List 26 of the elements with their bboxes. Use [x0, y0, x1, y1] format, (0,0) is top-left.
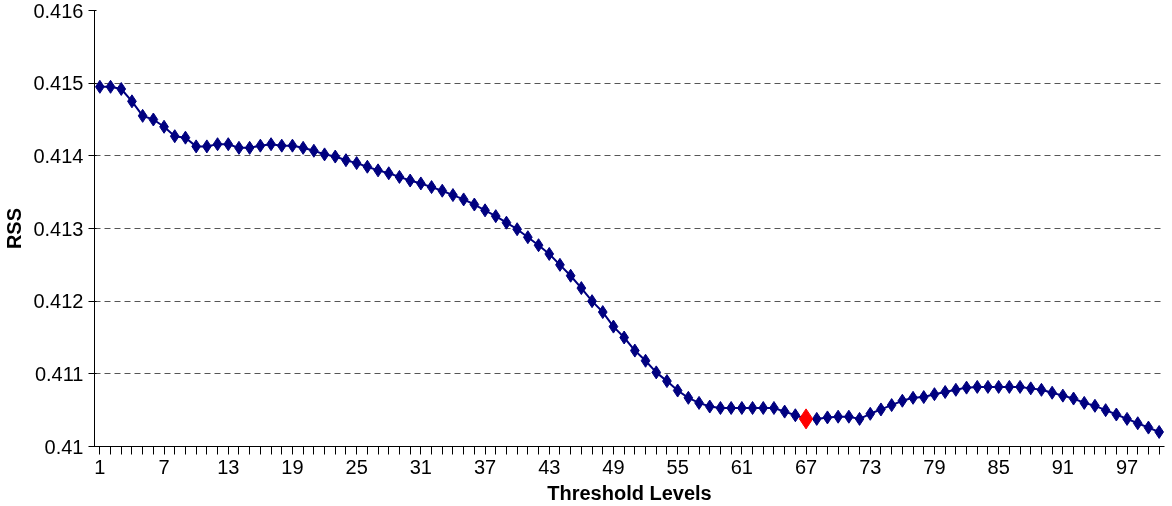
x-tick-label: 73 — [859, 455, 882, 478]
x-tick-label: 49 — [602, 455, 625, 478]
x-axis-title: Threshold Levels — [547, 481, 712, 504]
x-tick-label: 79 — [923, 455, 946, 478]
y-tick-label: 0.414 — [33, 144, 84, 167]
x-tick-label: 13 — [217, 455, 240, 478]
y-tick-label: 0.412 — [33, 290, 84, 313]
y-tick-label: 0.415 — [33, 72, 84, 95]
y-tick-label: 0.413 — [33, 217, 84, 240]
y-tick-label: 0.41 — [44, 435, 84, 458]
x-tick-label: 19 — [281, 455, 304, 478]
x-tick-label: 91 — [1051, 455, 1074, 478]
x-tick-label: 43 — [538, 455, 561, 478]
x-tick-label: 37 — [473, 455, 497, 478]
x-tick-label: 61 — [730, 455, 753, 478]
x-tick-label: 55 — [666, 455, 689, 478]
y-tick-label: 0.411 — [34, 362, 84, 385]
y-tick-label: 0.416 — [33, 0, 84, 22]
x-tick-label: 1 — [94, 455, 106, 478]
x-tick-label: 67 — [794, 455, 818, 478]
x-tick-label: 31 — [409, 455, 432, 478]
x-tick-label: 97 — [1115, 455, 1139, 478]
x-tick-label: 7 — [158, 455, 170, 478]
x-tick-label: 25 — [345, 455, 368, 478]
y-axis-title: RSS — [3, 207, 26, 250]
x-tick-label: 85 — [987, 455, 1010, 478]
